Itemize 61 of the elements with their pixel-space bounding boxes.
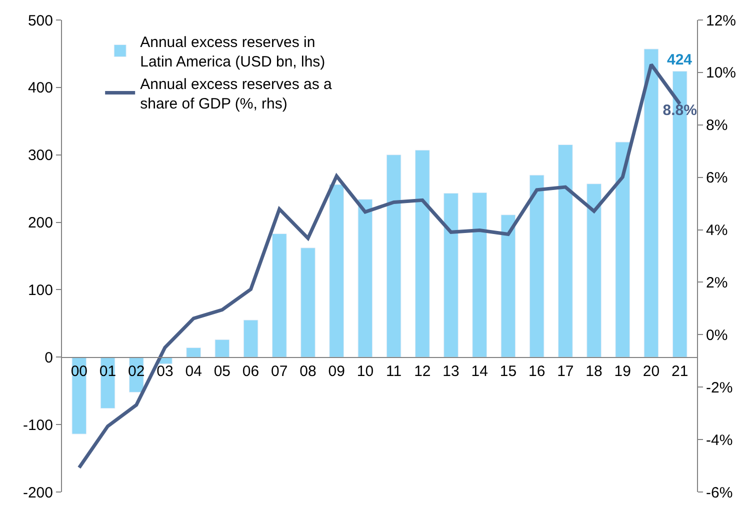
y-tick-label: 400 (28, 80, 53, 97)
bar (329, 184, 344, 358)
y-tick-label: 500 (28, 12, 53, 30)
bar (72, 356, 87, 434)
y2-tick-label: 4% (706, 222, 728, 240)
y2-tick-label: -4% (706, 432, 733, 449)
y2-tick-label: 2% (706, 274, 728, 292)
x-tick-label: 05 (214, 363, 231, 380)
bar (586, 184, 602, 358)
y-tick-label: 300 (28, 147, 53, 164)
x-tick-label: 00 (70, 363, 88, 380)
x-tick-label: 18 (586, 363, 602, 380)
x-tick-label: 10 (356, 363, 374, 380)
bar (300, 248, 316, 358)
bar (214, 339, 230, 358)
x-tick-label: 19 (614, 363, 631, 380)
y-tick-label: 200 (28, 214, 53, 232)
bar (615, 142, 630, 358)
x-tick-label: 17 (557, 363, 574, 380)
bar (529, 174, 544, 358)
bar (386, 154, 402, 358)
x-tick-label: 11 (386, 363, 402, 380)
x-tick-label: 07 (271, 363, 288, 380)
x-tick-label: 01 (99, 363, 116, 380)
x-tick-label: 08 (300, 363, 316, 380)
bar (558, 144, 573, 358)
y2-tick-label: -6% (706, 484, 733, 502)
bar (415, 150, 430, 358)
x-tick-label: 15 (500, 363, 517, 380)
x-tick-label: 20 (642, 363, 660, 380)
x-tick-label: 02 (128, 363, 145, 380)
x-tick-label: 13 (442, 363, 460, 380)
y-tick-label: 0 (44, 349, 53, 366)
y-tick-label: 100 (28, 282, 53, 299)
bar (186, 347, 201, 358)
y-tick-label: -100 (22, 416, 53, 434)
bar (272, 234, 287, 358)
x-tick-label: 04 (185, 363, 202, 380)
x-tick-label: 09 (328, 363, 345, 380)
x-tick-label: 06 (242, 363, 260, 380)
legend-label: Annual excess reserves as a share of GDP (%, rhs) (140, 76, 333, 112)
bar (444, 193, 458, 358)
y2-tick-label: -2% (706, 379, 733, 396)
y2-tick-label: 0% (706, 326, 728, 344)
bar (644, 48, 659, 358)
x-tick-label: 03 (156, 363, 174, 380)
data-label: 424 (667, 51, 693, 68)
bar (358, 199, 373, 358)
x-tick-label: 14 (471, 363, 488, 380)
y-tick-label: -200 (22, 484, 53, 502)
x-tick-label: 16 (528, 363, 546, 380)
x-tick-label: 12 (414, 363, 431, 380)
y2-tick-label: 12% (706, 12, 736, 30)
bar (243, 320, 258, 358)
y2-tick-label: 6% (706, 170, 728, 187)
legend-label: Annual excess reserves in Latin America (USD bn, lhs) (140, 34, 326, 70)
bar (500, 214, 516, 358)
x-tick-label: 21 (671, 363, 688, 380)
y2-tick-label: 8% (706, 117, 728, 134)
bar (472, 192, 488, 358)
y2-tick-label: 10% (706, 64, 736, 82)
